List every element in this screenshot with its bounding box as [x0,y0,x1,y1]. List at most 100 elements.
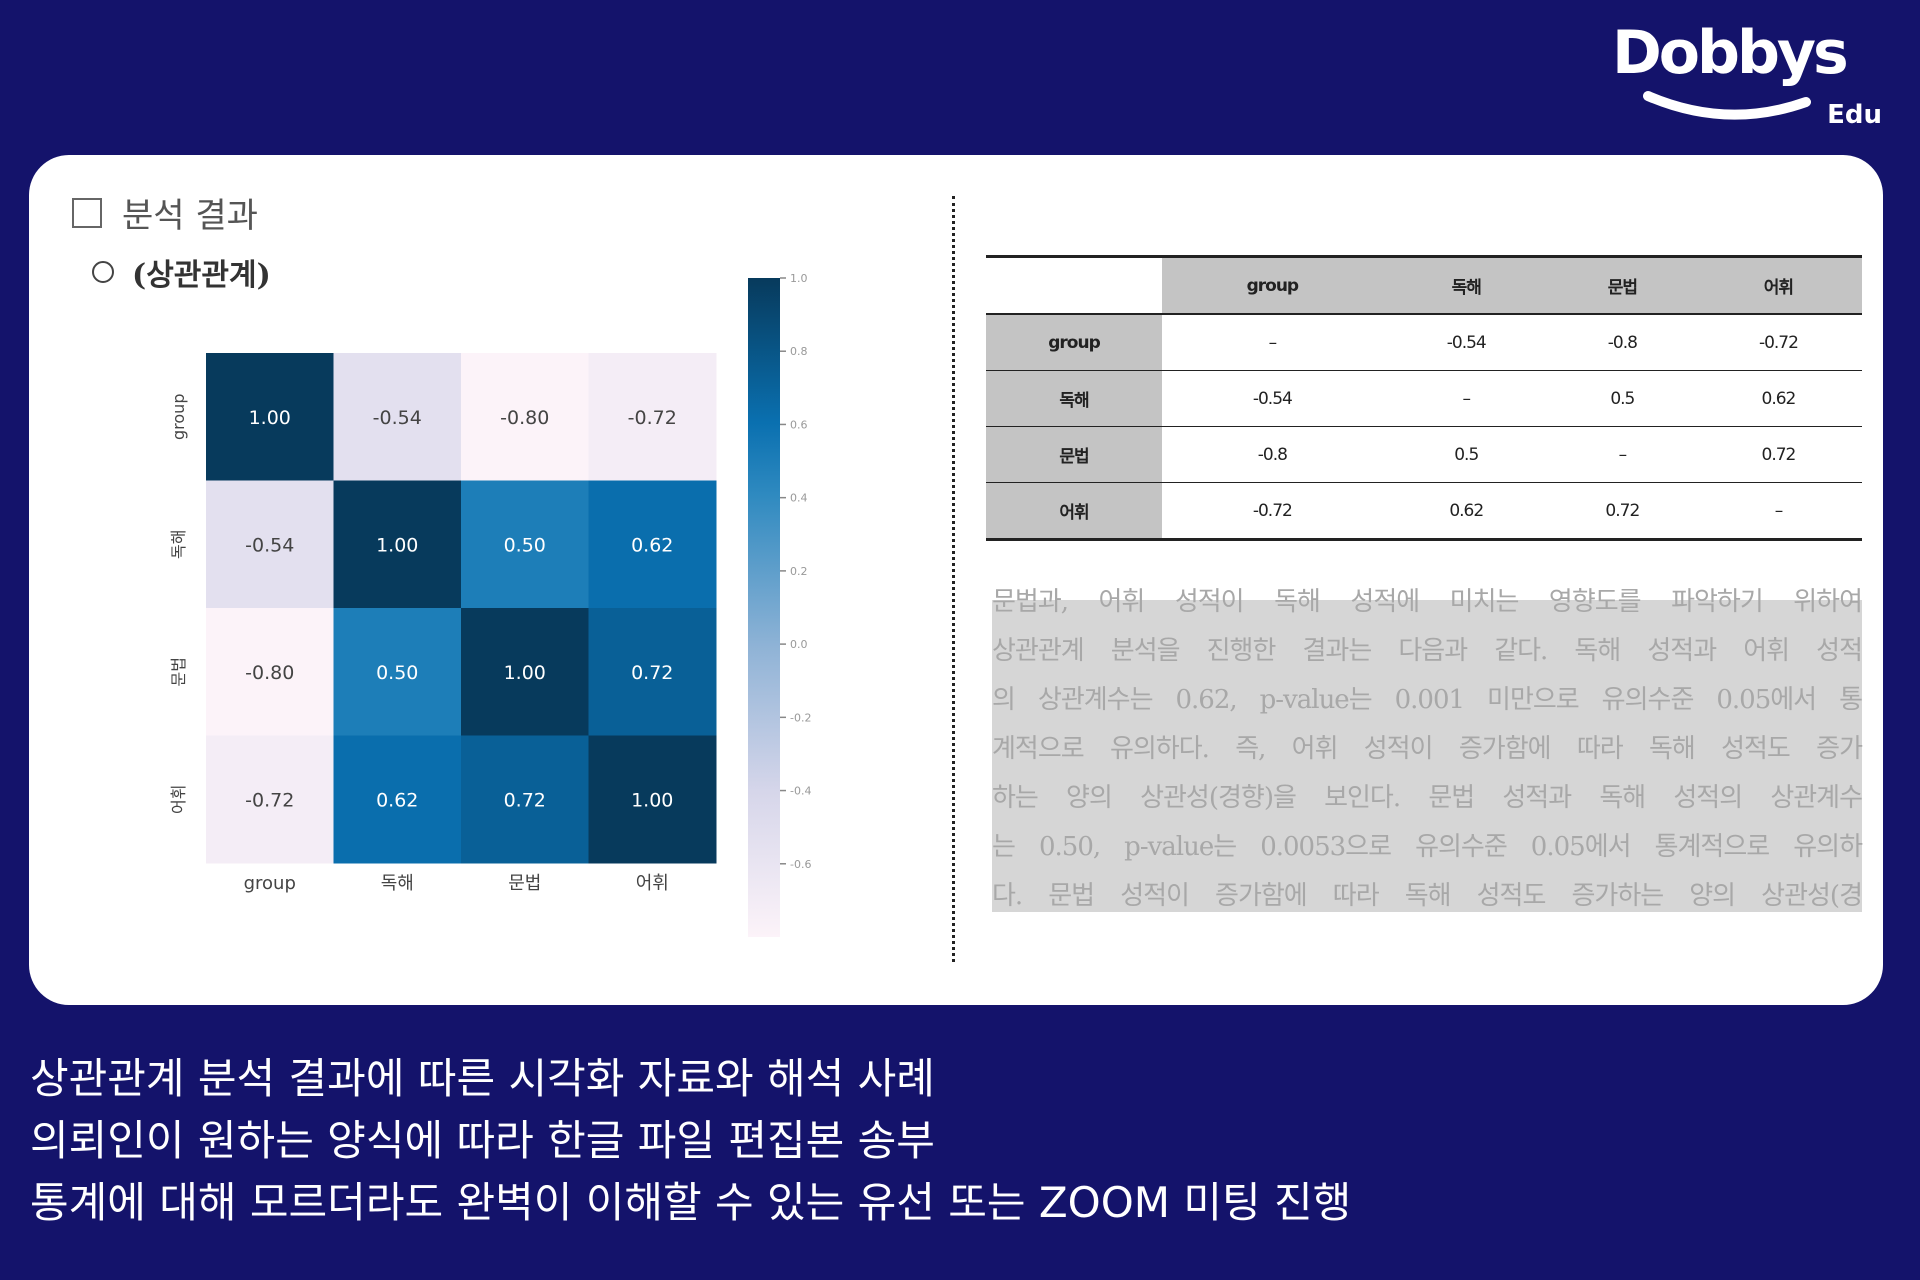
column-header: group [1162,256,1383,314]
colorbar-tick-label: 0.4 [790,492,808,505]
row-header: 독해 [986,370,1162,427]
table-cell: -0.72 [1252,500,1293,521]
interpretation-paragraph: 문법과, 어휘 성적이 독해 성적에 미치는 영향도를 파악하기 위하여 상관관… [992,587,1863,912]
table-cell: 0.62 [1761,388,1797,409]
table-row: 어휘 -0.72 0.62 0.72 – [986,482,1862,540]
heatmap-cell-label: 0.72 [504,789,546,811]
heatmap-cell [206,735,334,864]
heatmap-cell [461,608,589,736]
table-row: 문법 -0.8 0.5 – 0.72 [986,426,1862,483]
heatmap-cell [333,480,462,609]
heatmap-cell-label: -0.72 [628,407,677,429]
heatmap-cell [461,353,589,481]
paragraph-line: 계적으로 유의하다. 즉, 어휘 성적이 증가함에 따라 독해 성적도 증가 [992,734,1863,764]
colorbar-tick-label: 0.0 [790,638,808,651]
heatmap-cell-label: -0.54 [373,407,422,429]
logo-smile-icon [1643,91,1811,120]
table-cell: -0.8 [1257,444,1288,465]
caption-line: 상관관계 분석 결과에 따른 시각화 자료와 해석 사례 [30,1054,935,1103]
x-tick-label: 문법 [508,873,541,894]
heatmap-cell-label: 0.72 [631,662,673,684]
logo-sub: Edu [1827,100,1882,130]
heatmap-cell-label: 0.50 [504,534,546,556]
colorbar-tick-label: 0.8 [790,345,808,358]
subsection-title: (상관관계) [92,250,271,294]
heatmap-cell-label: 1.00 [376,534,418,556]
subsection-title-text: (상관관계) [132,258,271,293]
table-cell: -0.72 [1758,332,1799,353]
heatmap-cell-label: -0.54 [245,534,294,556]
table-header-row: group 독해 문법 어휘 [986,256,1862,314]
checkbox-icon [72,197,102,228]
x-tick-label: group [244,873,296,894]
row-header: 문법 [986,426,1162,483]
table-cell: 0.5 [1454,444,1479,465]
heatmap-cell [588,608,717,736]
heatmap-cell [333,735,462,864]
y-tick-label: 어휘 [169,785,188,814]
heatmap-cell-label: 0.62 [376,789,418,811]
table-cell: 0.5 [1610,388,1635,409]
heatmap-cell [588,480,717,609]
paragraph-line: 의 상관계수는 0.62, p-value는 0.001 미만으로 유의수준 0… [992,685,1863,715]
table-cell: -0.8 [1607,332,1638,353]
dobbys-edu-logo: Dobbys Edu [1612,18,1882,136]
table-cell: – [1774,500,1784,521]
correlation-heatmap: 1.00 -0.54 -0.80 -0.72 -0.54 1.00 0.50 0.62 -0.8… [169,272,811,937]
dotted-divider [952,196,955,962]
heatmap-cell [333,353,462,481]
paragraph-line: 다. 문법 성적이 증가함에 따라 독해 성적도 증가하는 양의 상관성(경 [992,881,1863,911]
heatmap-cell-label: -0.80 [500,407,549,429]
caption-line: 의뢰인이 원하는 양식에 따라 한글 파일 편집본 송부 [30,1116,935,1165]
paragraph-line: 상관관계 분석을 진행한 결과는 다음과 같다. 독해 성적과 어휘 성적 [992,636,1863,666]
colorbar-tick-label: -0.4 [790,785,811,798]
table-cell: -0.54 [1252,388,1293,409]
table-cell: – [1268,332,1277,353]
heatmap-cell-label: 1.00 [249,407,291,429]
column-header: 문법 [1549,256,1695,314]
heatmap-cell [206,480,334,609]
heatmap-cell [206,353,334,481]
caption: 상관관계 분석 결과에 따른 시각화 자료와 해석 사례 의뢰인이 원하는 양식… [30,1048,1351,1234]
heatmap-cell [206,608,334,736]
heatmap-cell-label: 1.00 [504,662,546,684]
section-title-text: 분석 결과 [122,196,258,236]
y-tick-label: group [169,394,188,440]
colorbar-tick-label: -0.6 [790,858,811,871]
heatmap-cell [461,735,589,864]
heatmap-cell-label: -0.80 [245,662,294,684]
table-row: group – -0.54 -0.8 -0.72 [986,314,1862,371]
table-cell: 0.62 [1449,500,1484,521]
colorbar [748,278,780,937]
heatmap-cell-label: 0.62 [631,534,673,556]
circle-bullet-icon [92,261,114,283]
table-corner [986,256,1162,314]
heatmap-cell [461,480,589,609]
paragraph-line: 문법과, 어휘 성적이 독해 성적에 미치는 영향도를 파악하기 위하여 [992,587,1863,617]
y-tick-label: 문법 [169,657,188,686]
colorbar-tick-label: -0.2 [790,711,811,724]
table-cell: 0.72 [1605,500,1640,521]
logo-wordmark: Dobbys [1612,18,1849,88]
heatmap-cell [588,735,717,864]
y-tick-label: 독해 [169,530,188,559]
heatmap-cell [333,608,462,736]
column-header: 어휘 [1694,256,1862,314]
paragraph-line: 는 0.50, p-value는 0.0053으로 유의수준 0.05에서 통계… [992,832,1863,862]
colorbar-tick-label: 0.2 [790,565,808,578]
colorbar-tick-label: 0.6 [790,418,808,431]
table-cell: – [1618,444,1628,465]
correlation-table: group 독해 문법 어휘 group – -0.54 -0.8 -0.72 … [986,255,1862,541]
column-header: 독해 [1382,256,1550,314]
row-header: group [986,314,1162,371]
table-cell: 0.72 [1761,444,1797,465]
section-title: 분석 결과 [72,188,258,237]
heatmap-cell-label: 0.50 [376,662,418,684]
x-tick-label: 어휘 [636,873,669,894]
table-row: 독해 -0.54 – 0.5 0.62 [986,370,1862,427]
heatmap-cell-label: -0.72 [245,789,294,811]
row-header: 어휘 [986,482,1162,540]
heatmap-cell [588,353,717,481]
x-tick-label: 독해 [381,873,414,894]
paragraph-line: 하는 양의 상관성(경향)을 보인다. 문법 성적과 독해 성적의 상관계수 [992,783,1863,813]
